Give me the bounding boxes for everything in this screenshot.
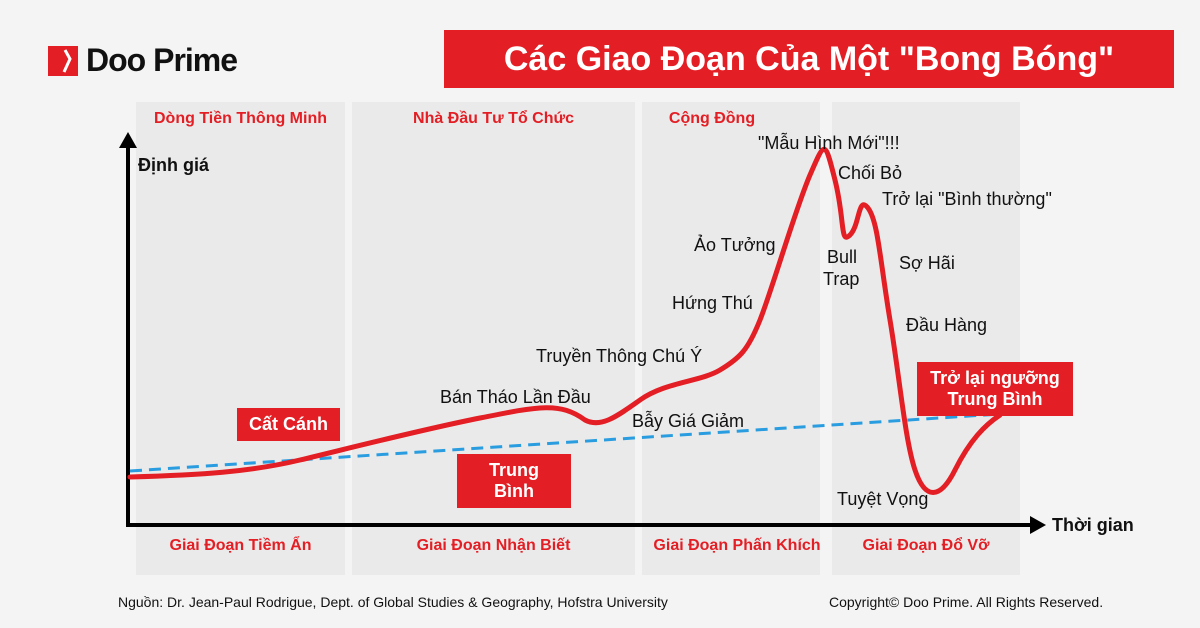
box-return-mean-line2: Trung Bình — [947, 389, 1043, 409]
label-return-normal: Trở lại "Bình thường" — [882, 189, 1052, 209]
label-bear-trap: Bẫy Giá Giảm — [632, 411, 745, 431]
label-despair: Tuyệt Vọng — [837, 489, 929, 509]
x-axis-label: Thời gian — [1052, 515, 1134, 535]
box-return-mean: Trở lại ngưỡng Trung Bình — [917, 362, 1073, 416]
panel-mania — [642, 102, 820, 575]
mean-line — [129, 412, 1001, 473]
participant-label: Dòng Tiền Thông Minh — [154, 110, 327, 127]
y-axis-label: Định giá — [138, 155, 209, 175]
label-denial: Chối Bỏ — [838, 163, 903, 183]
phase-label: Giai Đoạn Đổ Vỡ — [862, 537, 990, 554]
panel-blowoff — [832, 102, 1020, 575]
participant-label: Nhà Đầu Tư Tổ Chức — [413, 110, 574, 127]
box-takeoff: Cất Cánh — [237, 408, 341, 441]
label-bull: Bull — [827, 247, 858, 267]
bubble-curve — [127, 147, 1003, 495]
label-media: Truyền Thông Chú Ý — [536, 346, 703, 366]
phase-label: Giai Đoạn Nhận Biết — [416, 537, 571, 554]
label-trap: Trap — [823, 269, 860, 289]
label-delusion: Ảo Tưởng — [694, 235, 776, 255]
label-new-paradigm: "Mẫu Hình Mới"!!! — [758, 133, 900, 153]
box-mean: Trung Bình — [457, 454, 571, 508]
phase-label: Giai Đoạn Tiềm Ẩn — [169, 537, 312, 554]
label-first-selloff: Bán Tháo Lần Đầu — [440, 387, 591, 407]
panel-latent — [136, 102, 345, 575]
label-enthusiasm: Hứng Thú — [672, 293, 753, 313]
label-capitulation: Đầu Hàng — [906, 315, 988, 335]
box-return-mean-line1: Trở lại ngưỡng — [930, 368, 1060, 388]
brand-name: Doo Prime — [86, 42, 238, 78]
phase-label: Giai Đoạn Phấn Khích — [653, 537, 821, 554]
x-axis — [126, 516, 1046, 534]
label-fear: Sợ Hãi — [899, 253, 955, 273]
participant-label: Cộng Đồng — [668, 110, 756, 127]
copyright: Copyright© Doo Prime. All Rights Reserve… — [829, 594, 1104, 610]
y-axis — [119, 132, 137, 527]
logo: Doo Prime — [48, 42, 238, 79]
doo-prime-logo-icon — [48, 45, 78, 76]
page-title: Các Giao Đoạn Của Một "Bong Bóng" — [444, 30, 1174, 88]
source-note: Nguồn: Dr. Jean-Paul Rodrigue, Dept. of … — [118, 594, 668, 610]
